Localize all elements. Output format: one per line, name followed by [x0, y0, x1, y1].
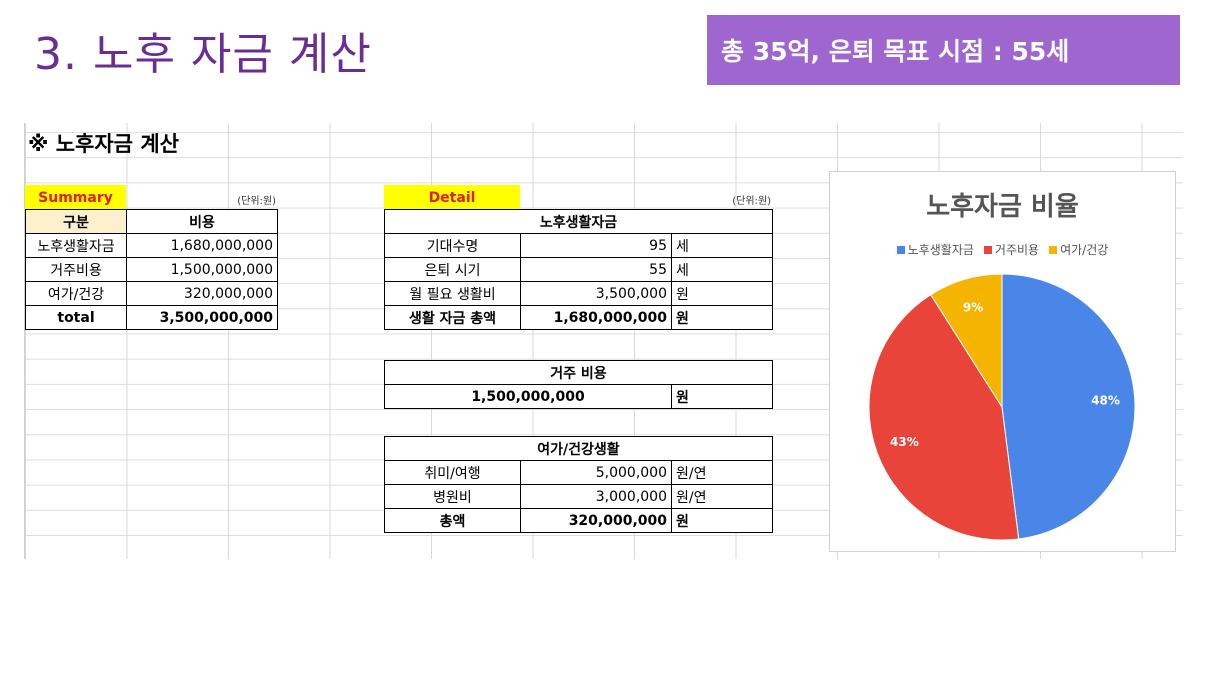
leisure-row-name: 병원비 [384, 484, 521, 509]
summary-header-cost: 비용 [126, 209, 278, 234]
leisure-row-value: 5,000,000 [520, 460, 672, 485]
living-row-name: 은퇴 시기 [384, 257, 521, 282]
leisure-header-row: 여가/건강생활 [384, 436, 773, 461]
summary-table: 구분 비용 노후생활자금 1,680,000,000 거주비용 1,500,00… [25, 209, 278, 330]
living-row-unit: 세 [671, 257, 773, 282]
leisure-total-value: 320,000,000 [520, 508, 672, 533]
detail-unit: (단위:원) [732, 196, 771, 207]
table-row: 취미/여행 5,000,000 원/연 [384, 460, 773, 485]
sheet-title: ※ 노후자금 계산 [28, 132, 179, 156]
living-row-unit: 세 [671, 233, 773, 258]
goal-badge: 총 35억, 은퇴 목표 시점 : 55세 [707, 15, 1180, 85]
pie-slice-label: 9% [963, 300, 983, 314]
housing-value: 1,500,000,000 [384, 384, 672, 409]
summary-row-value: 320,000,000 [126, 281, 278, 306]
chart-legend: 노후생활자금 거주비용 여가/건강 [830, 241, 1175, 258]
pie-slice [1001, 273, 1136, 540]
housing-unit: 원 [671, 384, 773, 409]
table-row-total: total 3,500,000,000 [25, 305, 278, 330]
living-total-value: 1,680,000,000 [520, 305, 672, 330]
legend-swatch [1049, 245, 1058, 254]
living-row-value: 3,500,000 [520, 281, 672, 306]
pie-slice-label: 48% [1091, 393, 1120, 407]
living-total-unit: 원 [671, 305, 773, 330]
leisure-row-unit: 원/연 [671, 484, 773, 509]
legend-label: 거주비용 [994, 243, 1040, 257]
summary-row-name: 거주비용 [25, 257, 127, 282]
summary-row-value: 1,680,000,000 [126, 233, 278, 258]
summary-header-row: 구분 비용 [25, 209, 278, 234]
legend-label: 노후생활자금 [907, 243, 974, 257]
living-header: 노후생활자금 [384, 209, 773, 234]
pie-plot: 48% 43% 9% [868, 273, 1136, 541]
leisure-row-name: 취미/여행 [384, 460, 521, 485]
table-row: 1,500,000,000 원 [384, 384, 773, 409]
living-row-unit: 원 [671, 281, 773, 306]
legend-swatch [983, 245, 992, 254]
table-row: 기대수명 95 세 [384, 233, 773, 258]
table-row: 거주비용 1,500,000,000 [25, 257, 278, 282]
leisure-row-unit: 원/연 [671, 460, 773, 485]
legend-item: 노후생활자금 [896, 241, 974, 258]
summary-row-value: 1,500,000,000 [126, 257, 278, 282]
leisure-header: 여가/건강생활 [384, 436, 773, 461]
housing-header: 거주 비용 [384, 360, 773, 385]
housing-header-row: 거주 비용 [384, 360, 773, 385]
leisure-table: 여가/건강생활 취미/여행 5,000,000 원/연 병원비 3,000,00… [384, 436, 773, 533]
pie-slice [930, 273, 1003, 409]
table-row: 여가/건강 320,000,000 [25, 281, 278, 306]
summary-total-value: 3,500,000,000 [126, 305, 278, 330]
summary-label: Summary [25, 185, 126, 210]
leisure-total-unit: 원 [671, 508, 773, 533]
table-row: 노후생활자금 1,680,000,000 [25, 233, 278, 258]
living-table: 노후생활자금 기대수명 95 세 은퇴 시기 55 세 월 필요 생활비 3,5… [384, 209, 773, 330]
pie-slice-label: 43% [890, 435, 919, 449]
summary-header-category: 구분 [25, 209, 127, 234]
legend-item: 여가/건강 [1049, 241, 1108, 258]
housing-table: 거주 비용 1,500,000,000 원 [384, 360, 773, 409]
table-row: 은퇴 시기 55 세 [384, 257, 773, 282]
detail-label: Detail [384, 185, 520, 210]
page-title: 3. 노후 자금 계산 [34, 29, 372, 80]
legend-item: 거주비용 [983, 241, 1040, 258]
summary-total-name: total [25, 305, 127, 330]
leisure-total-name: 총액 [384, 508, 521, 533]
living-row-value: 95 [520, 233, 672, 258]
legend-swatch [896, 245, 905, 254]
pie-chart: 노후자금 비율 노후생활자금 거주비용 여가/건강 48% 43% 9% [829, 171, 1176, 552]
legend-label: 여가/건강 [1060, 243, 1109, 257]
table-row-total: 생활 자금 총액 1,680,000,000 원 [384, 305, 773, 330]
chart-title: 노후자금 비율 [926, 192, 1079, 222]
living-row-name: 기대수명 [384, 233, 521, 258]
summary-row-name: 노후생활자금 [25, 233, 127, 258]
table-row-total: 총액 320,000,000 원 [384, 508, 773, 533]
living-row-value: 55 [520, 257, 672, 282]
summary-row-name: 여가/건강 [25, 281, 127, 306]
summary-unit: (단위:원) [237, 196, 276, 207]
living-total-name: 생활 자금 총액 [384, 305, 521, 330]
table-row: 병원비 3,000,000 원/연 [384, 484, 773, 509]
leisure-row-value: 3,000,000 [520, 484, 672, 509]
table-row: 월 필요 생활비 3,500,000 원 [384, 281, 773, 306]
living-row-name: 월 필요 생활비 [384, 281, 521, 306]
pie-slice [868, 294, 1020, 541]
living-header-row: 노후생활자금 [384, 209, 773, 234]
